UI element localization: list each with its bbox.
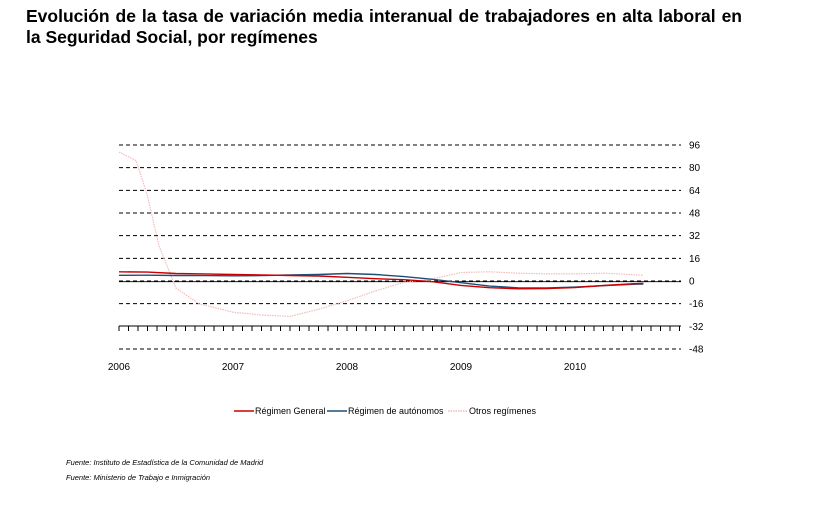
x-axis [118,325,681,331]
x-tick-label: 2009 [450,362,473,373]
y-tick-label: 32 [689,231,701,242]
y-tick-label: 16 [689,254,701,265]
x-tick-label: 2007 [222,362,245,373]
y-tick-label: 0 [689,277,695,288]
series-line-0 [118,271,644,290]
series-layer [118,151,644,317]
legend-label-1: Régimen de autónomos [348,406,444,416]
x-tick-label: 2006 [108,362,131,373]
series-line-2 [118,151,644,317]
legend-label-2: Otros regímenes [469,406,537,416]
x-tick-label: 2008 [336,362,359,373]
legend-label-0: Régimen General [255,406,326,416]
y-tick-label: 48 [689,209,701,220]
y-axis-tick-labels: 96 80 64 48 32 16 0 -16 -32 -48 [689,141,704,356]
y-tick-label: -32 [689,322,704,333]
x-tick-label: 2010 [564,362,587,373]
source-note-2: Fuente: Ministerio de Trabajo e Inmigrac… [66,473,211,482]
grid-layer [119,144,681,350]
y-tick-label: -48 [689,345,704,356]
x-axis-tick-labels: 2006 2007 2008 2009 2010 [108,362,587,373]
y-tick-label: 64 [689,186,701,197]
legend: Régimen General Régimen de autónomos Otros… [234,406,537,416]
y-tick-label: -16 [689,299,704,310]
y-tick-label: 80 [689,163,701,174]
chart-title: Evolución de la tasa de variación media … [26,6,742,47]
y-tick-label: 96 [689,141,701,152]
source-note-1: Fuente: Instituto de Estadística de la C… [66,458,264,467]
